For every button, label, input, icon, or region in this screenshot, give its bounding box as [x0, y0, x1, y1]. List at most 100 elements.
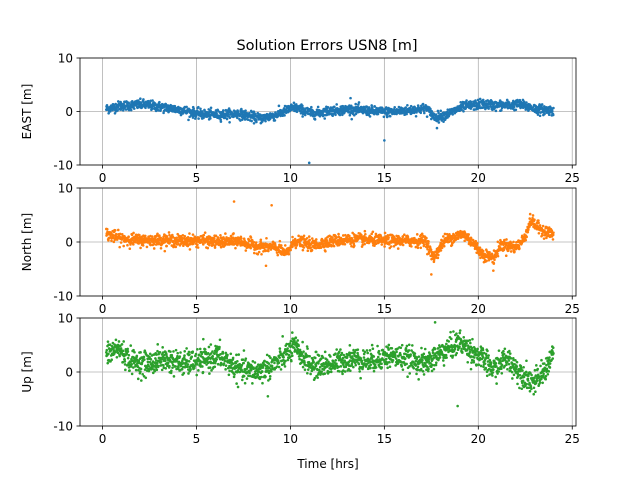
- data-point: [268, 377, 272, 381]
- data-point: [488, 250, 491, 254]
- data-point-outlier: [435, 126, 439, 130]
- data-point: [148, 360, 152, 364]
- data-point: [250, 119, 253, 123]
- data-point: [228, 116, 232, 120]
- data-point: [340, 351, 344, 355]
- data-point: [410, 245, 413, 248]
- data-point: [191, 233, 195, 236]
- data-point: [110, 358, 113, 362]
- data-point: [290, 359, 293, 363]
- data-point: [172, 350, 175, 353]
- data-point: [324, 250, 327, 253]
- data-point: [113, 228, 117, 232]
- data-point: [106, 361, 110, 365]
- data-point: [155, 361, 159, 365]
- data-point: [278, 239, 282, 243]
- data-point: [385, 115, 389, 119]
- data-point: [363, 350, 367, 354]
- y-tick-label: -10: [53, 290, 73, 304]
- data-point: [112, 240, 116, 244]
- data-point: [186, 235, 190, 239]
- data-point: [358, 370, 362, 373]
- data-point: [537, 219, 540, 222]
- data-point: [550, 229, 554, 232]
- data-point: [188, 353, 191, 356]
- data-point: [236, 385, 240, 389]
- data-point: [162, 364, 165, 367]
- data-point: [349, 104, 353, 108]
- data-point: [174, 245, 178, 249]
- data-point: [127, 353, 131, 357]
- data-point: [242, 349, 246, 352]
- data-point: [383, 245, 386, 248]
- data-point: [130, 233, 134, 237]
- data-point: [124, 368, 127, 372]
- data-point: [270, 370, 273, 373]
- data-point: [334, 352, 337, 356]
- data-point: [451, 113, 455, 116]
- data-point: [339, 365, 343, 368]
- data-point: [267, 249, 270, 253]
- data-point: [160, 368, 164, 372]
- data-point: [252, 251, 256, 255]
- data-point: [158, 351, 162, 354]
- data-point: [362, 356, 366, 359]
- data-point: [518, 246, 521, 250]
- data-point: [107, 352, 110, 356]
- data-point: [481, 98, 485, 102]
- data-point: [388, 114, 392, 118]
- data-point: [525, 101, 528, 104]
- data-point: [442, 244, 446, 248]
- data-point: [356, 351, 359, 355]
- data-point: [296, 339, 300, 342]
- data-point: [116, 228, 120, 232]
- data-point: [350, 117, 354, 121]
- x-tick-label: 15: [377, 171, 392, 185]
- data-point: [338, 370, 341, 373]
- data-point: [348, 344, 352, 347]
- data-point: [364, 107, 367, 110]
- x-tick-label: 25: [565, 302, 580, 316]
- data-point: [169, 350, 172, 353]
- y-tick-label: 10: [58, 182, 73, 196]
- x-tick-label: 10: [283, 171, 298, 185]
- data-point: [291, 245, 294, 249]
- data-point: [436, 109, 440, 113]
- data-point: [122, 102, 125, 106]
- data-point: [183, 350, 187, 353]
- data-point: [202, 243, 205, 246]
- data-points-east: [105, 96, 555, 165]
- data-point: [406, 103, 409, 107]
- data-point: [168, 241, 172, 244]
- data-point: [292, 101, 296, 105]
- data-point: [236, 360, 239, 363]
- data-point: [302, 107, 305, 110]
- data-point: [279, 244, 283, 247]
- data-point: [356, 348, 360, 351]
- data-point: [105, 348, 109, 352]
- data-point: [173, 104, 177, 108]
- data-point: [341, 372, 344, 376]
- data-point: [163, 249, 167, 253]
- data-point: [310, 237, 314, 240]
- data-point: [182, 371, 186, 375]
- data-point: [188, 248, 192, 251]
- data-point: [528, 217, 532, 220]
- data-point: [374, 232, 378, 236]
- data-point: [439, 109, 443, 113]
- data-point: [177, 366, 180, 369]
- data-point: [335, 348, 338, 351]
- data-point: [528, 212, 532, 216]
- data-point: [437, 253, 440, 257]
- data-point: [198, 347, 202, 351]
- data-point: [107, 111, 110, 115]
- data-point: [459, 100, 462, 104]
- data-point: [222, 362, 226, 365]
- data-point: [276, 253, 280, 257]
- data-point: [127, 108, 131, 112]
- data-point: [316, 105, 320, 109]
- data-point: [337, 232, 340, 236]
- data-point: [255, 120, 258, 124]
- data-point: [144, 106, 147, 110]
- data-point: [509, 250, 513, 253]
